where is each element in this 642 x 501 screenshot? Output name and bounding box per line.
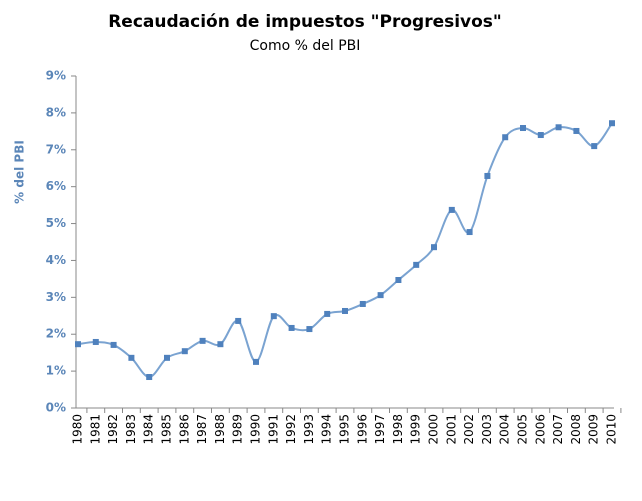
data-point: [573, 127, 580, 134]
x-tick-label: 1998: [391, 414, 405, 445]
y-tick-label: 9%: [46, 69, 66, 83]
x-tick-label: 1982: [106, 414, 120, 445]
data-point: [324, 310, 331, 317]
data-point: [395, 276, 402, 283]
data-point: [235, 317, 242, 324]
x-tick-label: 1980: [71, 414, 85, 445]
data-point: [75, 341, 81, 348]
x-tick-label: 2003: [480, 414, 494, 445]
data-point: [359, 300, 366, 307]
y-axis-label: % del PBI: [13, 140, 27, 204]
data-point: [537, 132, 544, 139]
data-point: [466, 229, 473, 236]
data-point: [502, 134, 509, 141]
x-tick-label: 1989: [231, 414, 245, 445]
x-tick-label: 1994: [320, 414, 334, 445]
x-tick-label: 2010: [605, 414, 619, 445]
y-tick-label: 3%: [46, 290, 66, 304]
x-tick-label: 2007: [551, 414, 565, 445]
data-point: [431, 244, 437, 251]
y-tick-label: 7%: [46, 142, 66, 156]
y-tick-label: 0%: [46, 401, 66, 415]
data-point: [377, 292, 384, 299]
data-point: [555, 124, 562, 131]
x-tick-label: 1997: [373, 414, 387, 445]
data-point: [217, 341, 224, 348]
x-tick-label: 2009: [587, 414, 601, 445]
chart-title: Recaudación de impuestos "Progresivos": [108, 12, 502, 32]
data-point: [591, 143, 598, 150]
data-point: [288, 324, 295, 331]
x-tick-label: 2002: [462, 414, 476, 445]
x-tick-label: 2005: [516, 414, 530, 445]
x-tick-label: 2001: [444, 414, 458, 445]
x-tick-label: 1983: [124, 414, 138, 445]
data-point: [306, 326, 313, 333]
x-tick-label: 1984: [142, 414, 156, 445]
y-tick-label: 4%: [46, 253, 66, 267]
x-tick-label: 1981: [88, 414, 102, 445]
chart-subtitle: Como % del PBI: [250, 38, 361, 54]
data-point: [128, 354, 135, 361]
y-tick-label: 2%: [46, 327, 66, 341]
data-point: [253, 358, 259, 365]
x-tick-label: 1993: [302, 414, 316, 445]
y-tick-label: 6%: [46, 179, 66, 193]
data-point: [181, 348, 188, 355]
data-point: [92, 338, 99, 345]
x-tick-label: 1995: [338, 414, 352, 445]
x-tick-label: 1985: [160, 414, 174, 445]
data-point: [448, 206, 455, 213]
x-tick-label: 2000: [427, 414, 441, 445]
x-tick-label: 1996: [355, 414, 369, 445]
x-tick-label: 2006: [533, 414, 547, 445]
data-point: [146, 374, 153, 381]
x-tick-label: 1999: [409, 414, 423, 445]
data-point: [609, 120, 615, 127]
y-tick-label: 1%: [46, 364, 66, 378]
data-point: [342, 307, 348, 314]
data-point: [270, 313, 277, 320]
data-point: [413, 261, 420, 268]
data-point: [164, 354, 170, 361]
x-tick-label: 1991: [266, 414, 280, 445]
x-tick-label: 1987: [195, 414, 209, 445]
x-tick-label: 2008: [569, 414, 583, 445]
x-tick-label: 1988: [213, 414, 227, 445]
data-point: [520, 125, 526, 132]
x-tick-label: 2004: [498, 414, 512, 445]
data-point: [110, 341, 117, 348]
data-point: [484, 172, 491, 179]
data-line: [77, 122, 613, 379]
y-tick-label: 5%: [46, 216, 66, 230]
x-tick-label: 1992: [284, 414, 298, 445]
y-tick-label: 8%: [46, 105, 66, 119]
x-tick-label: 1990: [249, 414, 263, 445]
x-tick-label: 1986: [177, 414, 191, 445]
data-point: [199, 337, 206, 344]
